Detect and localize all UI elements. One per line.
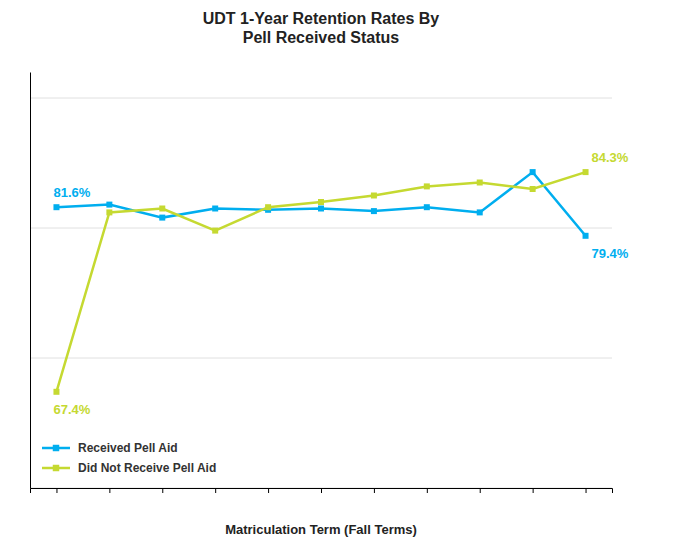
x-tick bbox=[162, 488, 163, 493]
marker bbox=[424, 183, 430, 189]
plot: 81.6% 79.4% 67.4% 84.3% Received Pell Aid Did… bbox=[30, 73, 629, 494]
title: UDT 1-Year Retention Rates By Pell Receiv… bbox=[203, 10, 440, 46]
marker bbox=[106, 202, 112, 208]
grid bbox=[30, 98, 612, 488]
marker bbox=[212, 228, 218, 234]
x-tick-mark bbox=[374, 488, 375, 493]
marker bbox=[265, 204, 271, 210]
x-tick bbox=[374, 488, 375, 493]
x-tick bbox=[215, 488, 216, 493]
y-axis bbox=[30, 73, 32, 489]
legend-label: Did Not Receive Pell Aid bbox=[78, 461, 216, 475]
x-tick-mark bbox=[480, 488, 481, 493]
marker bbox=[477, 209, 483, 215]
title-line: UDT 1-Year Retention Rates By bbox=[203, 10, 440, 27]
x-tick-mark bbox=[321, 488, 322, 493]
x-axis bbox=[31, 488, 613, 493]
x-axis-title: Matriculation Term (Fall Terms) bbox=[225, 522, 417, 537]
grid-line bbox=[30, 358, 612, 359]
marker bbox=[318, 206, 324, 212]
series-line bbox=[56, 172, 585, 392]
x-axis-line bbox=[31, 489, 613, 494]
legend-marker bbox=[53, 445, 59, 451]
chart: 81.6% 79.4% 67.4% 84.3% Received Pell Aid Did… bbox=[0, 0, 682, 550]
marker bbox=[583, 233, 589, 239]
series-markers bbox=[53, 169, 588, 239]
x-tick bbox=[321, 488, 322, 493]
marks bbox=[53, 169, 588, 395]
marker bbox=[318, 199, 324, 205]
marker bbox=[212, 206, 218, 212]
data-label: 79.4% bbox=[592, 246, 629, 261]
marker bbox=[477, 180, 483, 186]
marker bbox=[424, 204, 430, 210]
x-tick bbox=[480, 488, 481, 493]
x-tick-mark bbox=[215, 488, 216, 493]
marker bbox=[530, 169, 536, 175]
data-label: 81.6% bbox=[53, 185, 90, 200]
marker bbox=[530, 186, 536, 192]
x-tick-mark bbox=[268, 488, 269, 493]
x-tick bbox=[109, 488, 110, 493]
grid-line bbox=[30, 228, 612, 229]
x-tick bbox=[427, 488, 428, 493]
marker bbox=[371, 208, 377, 214]
series-line bbox=[56, 172, 585, 236]
series-markers bbox=[53, 169, 588, 395]
title-line: Pell Received Status bbox=[243, 29, 400, 46]
x-tick-mark bbox=[162, 488, 163, 493]
x-tick bbox=[56, 488, 57, 493]
marker bbox=[53, 204, 59, 210]
x-tick-mark bbox=[56, 488, 57, 493]
x-tick bbox=[268, 488, 269, 493]
legend-marker bbox=[53, 465, 59, 471]
marker bbox=[53, 389, 59, 395]
legend-item: Received Pell Aid bbox=[42, 441, 178, 455]
marker bbox=[159, 206, 165, 212]
legend-item: Did Not Receive Pell Aid bbox=[42, 461, 216, 475]
x-tick bbox=[533, 488, 534, 493]
legend-label: Received Pell Aid bbox=[78, 441, 178, 455]
x-tick-mark bbox=[586, 488, 587, 493]
x-tick-mark bbox=[427, 488, 428, 493]
data-labels: 81.6% 79.4% 67.4% 84.3% bbox=[53, 150, 628, 417]
marker bbox=[371, 193, 377, 199]
x-tick-mark bbox=[533, 488, 534, 493]
y-axis-line bbox=[30, 73, 31, 489]
data-label: 67.4% bbox=[53, 402, 90, 417]
data-label: 84.3% bbox=[592, 150, 629, 165]
grid-line bbox=[30, 98, 612, 99]
marker bbox=[159, 215, 165, 221]
x-tick-mark bbox=[109, 488, 110, 493]
legend: Received Pell Aid Did Not Receive Pell Ai… bbox=[42, 441, 216, 475]
x-tick bbox=[586, 488, 587, 493]
marker bbox=[583, 169, 589, 175]
marker bbox=[106, 209, 112, 215]
